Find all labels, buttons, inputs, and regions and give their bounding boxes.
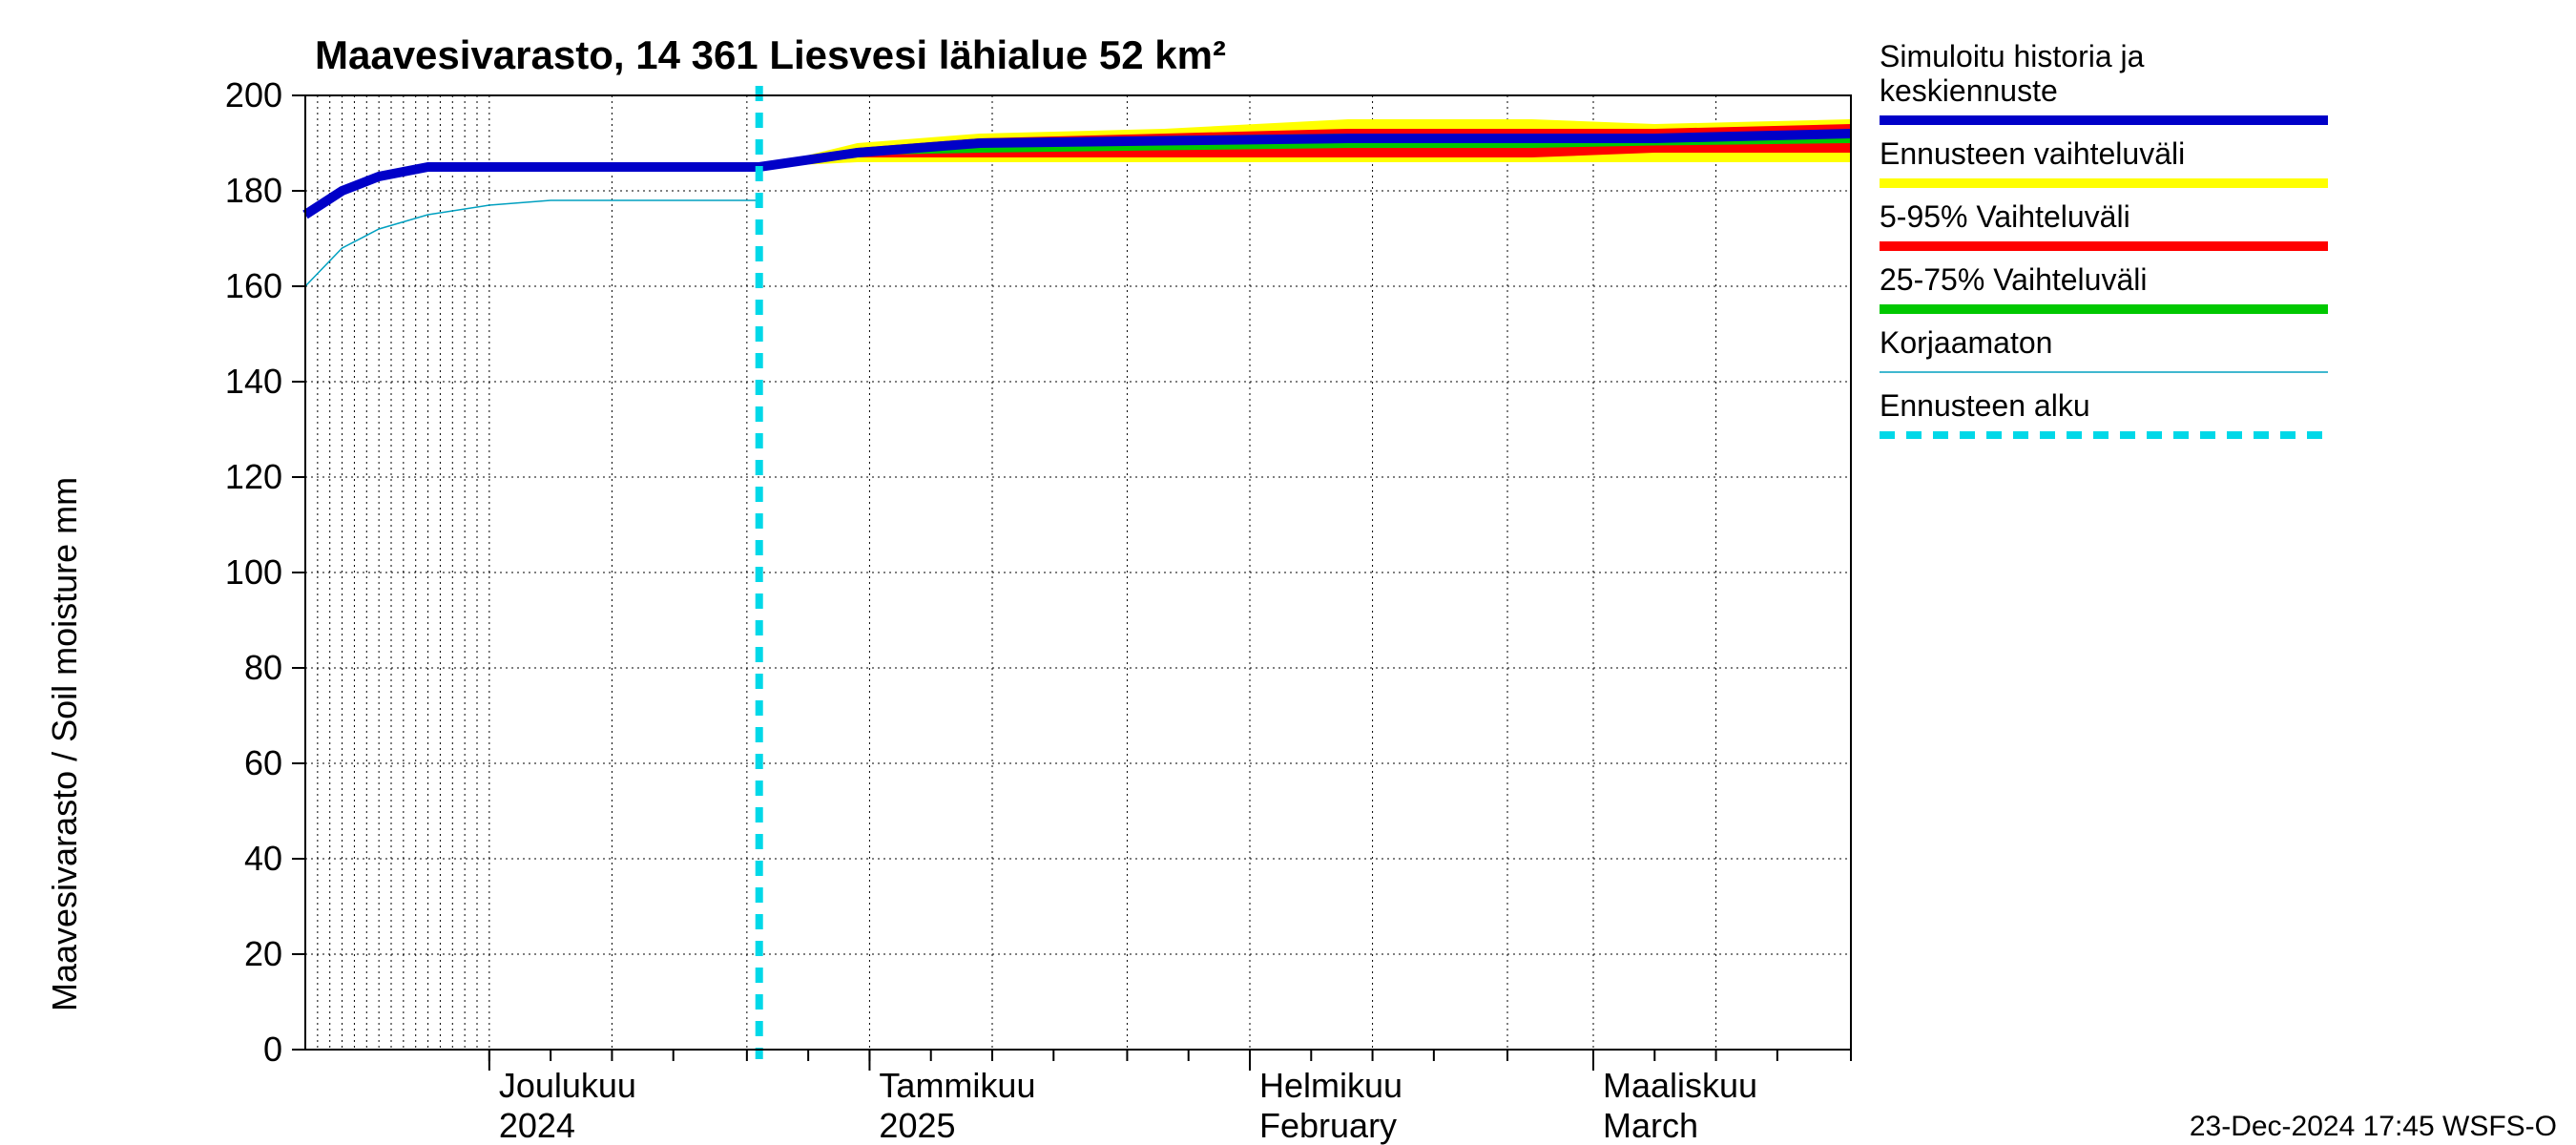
legend-label: Ennusteen alku [1880,388,2090,423]
y-tick-label: 100 [225,552,282,592]
grid [305,95,1851,1050]
x-tick-label: Helmikuu [1259,1066,1402,1105]
x-tick-label: Maaliskuu [1603,1066,1757,1105]
y-tick-label: 20 [244,934,282,973]
x-tick-sublabel: 2024 [499,1106,575,1145]
legend-label: Korjaamaton [1880,325,2052,360]
chart-container: 0 20 40 60 80 100 120 140 160 180 200 Joulukuu2024 T… [0,0,2576,1145]
y-axis-label: Maavesivarasto / Soil moisture mm [45,477,84,1011]
soil-moisture-chart: 0 20 40 60 80 100 120 140 160 180 200 Joulukuu2024 T… [0,0,2576,1145]
y-tick-label: 120 [225,457,282,496]
legend-label: Ennusteen vaihteluväli [1880,136,2185,171]
chart-title: Maavesivarasto, 14 361 Liesvesi lähialue… [315,32,1226,77]
y-tick-label: 0 [263,1030,282,1069]
y-tick-label: 60 [244,743,282,782]
legend-label: 5-95% Vaihteluväli [1880,199,2130,234]
y-tick-label: 80 [244,648,282,687]
x-tick-label: Tammikuu [879,1066,1035,1105]
legend-label: Simuloitu historia ja [1880,39,2145,73]
y-tick-label: 180 [225,171,282,210]
footer-timestamp: 23-Dec-2024 17:45 WSFS-O [2190,1111,2557,1142]
y-tick-label: 200 [225,75,282,114]
y-tick-label: 160 [225,266,282,305]
y-tick-label: 40 [244,839,282,878]
legend-label: keskiennuste [1880,73,2058,108]
x-tick-label: Joulukuu [499,1066,636,1105]
x-tick-sublabel: February [1259,1106,1397,1145]
x-tick-sublabel: March [1603,1106,1698,1145]
uncorrected-line [305,200,759,286]
y-tick-label: 140 [225,362,282,401]
x-tick-sublabel: 2025 [879,1106,955,1145]
legend-label: 25-75% Vaihteluväli [1880,262,2147,297]
